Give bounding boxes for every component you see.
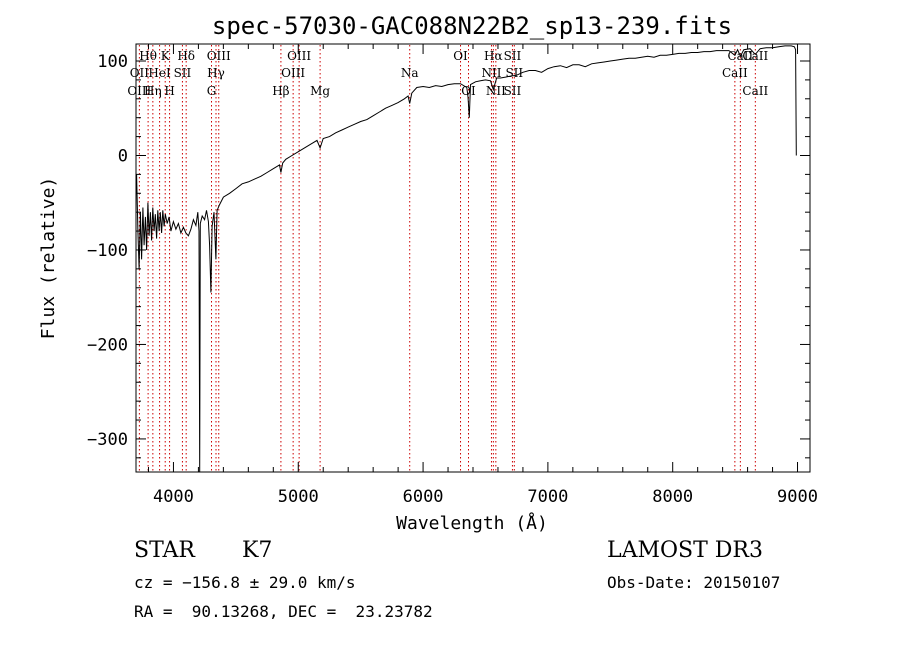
line-marker-label: SII [504,49,522,63]
line-marker-label: OIII [287,49,311,63]
observation-date: Obs-Date: 20150107 [607,573,781,592]
redshift-velocity: cz = −156.8 ± 29.0 km/s [134,573,356,592]
x-tick-label: 5000 [278,487,319,507]
line-marker-label: Hη [144,84,162,98]
y-tick-label: −300 [87,430,128,450]
x-tick-label: 7000 [527,487,568,507]
y-tick-label: 100 [97,52,128,72]
y-tick-label: −200 [87,335,128,355]
spectrum-line [136,45,797,473]
line-marker-label: Hγ [207,66,225,80]
y-tick-label: −100 [87,241,128,261]
coordinates: RA = 90.13268, DEC = 23.23782 [134,602,433,621]
line-marker-label: SII [174,66,192,80]
object-type: STAR [134,538,195,563]
line-marker-label: OI [453,49,468,63]
line-marker-label: OII [130,66,150,80]
line-marker-label: Hα [484,49,503,63]
x-axis-label: Wavelength (Å) [396,512,548,534]
line-marker-label: OIII [281,66,305,80]
plot-frame [135,43,811,473]
line-marker-label: K [161,49,171,63]
line-markers [138,45,756,471]
chart-title: spec-57030-GAC088N22B2_sp13-239.fits [212,12,732,40]
line-marker-label: SII [504,84,522,98]
line-marker-label: CaII [742,49,768,63]
survey-name: LAMOST DR3 [607,538,763,563]
spectral-subclass: K7 [242,538,273,563]
line-marker-label: CaII [722,66,748,80]
line-marker-label: Hδ [177,49,195,63]
line-marker-label: CaII [742,84,768,98]
line-marker-label: OIII [207,49,231,63]
line-marker-label: Mg [310,84,330,98]
line-marker-label: OI [461,84,476,98]
line-marker-label: G [207,84,217,98]
y-axis-label: Flux (relative) [38,177,59,340]
line-marker-label: Na [401,66,419,80]
x-tick-label: 8000 [652,487,693,507]
line-marker-label: HeI [148,66,171,80]
line-marker-label: OIII [127,84,151,98]
y-axis: 100 0 −100 −200 −300 [87,52,810,459]
line-marker-label: Hβ [272,84,289,98]
y-tick-label: 0 [118,146,128,166]
x-tick-label: 9000 [777,487,818,507]
x-tick-label: 6000 [403,487,444,507]
line-marker-label: NII [486,84,506,98]
line-marker-label: NII [481,66,501,80]
line-marker-label: H [164,84,174,98]
line-marker-label: Hθ [139,49,157,63]
x-axis: 4000 5000 6000 7000 8000 9000 [147,44,818,507]
x-tick-label: 4000 [153,487,194,507]
